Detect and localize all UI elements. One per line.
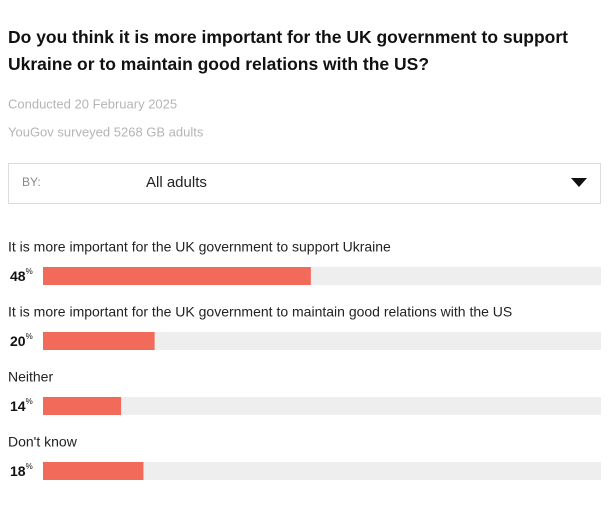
dropdown-box[interactable]: [8, 163, 601, 204]
category-label: Don't know: [8, 434, 78, 450]
value-number: 18: [10, 463, 26, 479]
value-label: 18%: [10, 462, 33, 479]
value-unit: %: [26, 332, 33, 341]
value-number: 48: [10, 268, 26, 284]
value-number: 14: [10, 398, 26, 414]
dropdown-arrow[interactable]: [571, 178, 587, 187]
value-unit: %: [26, 267, 33, 276]
value-label: 48%: [10, 267, 33, 284]
conducted: Conducted 20 February 2025: [8, 96, 177, 111]
value-unit: %: [26, 462, 33, 471]
dropdown-label: BY:: [22, 175, 41, 189]
bar-track: [43, 462, 601, 480]
value-label: 20%: [10, 332, 33, 349]
category-label: It is more important for the UK governme…: [8, 304, 512, 320]
category-label: Neither: [8, 369, 53, 385]
bar: [43, 397, 122, 415]
value-number: 20: [10, 333, 26, 349]
value-unit: %: [26, 397, 33, 406]
bar: [43, 267, 311, 285]
bar-track: [43, 397, 601, 415]
category-label: It is more important for the UK governme…: [8, 239, 391, 255]
dropdown-value[interactable]: All adults: [146, 174, 207, 191]
value-label: 14%: [10, 397, 33, 414]
bar: [43, 332, 155, 350]
title: Do you think it is more important for th…: [8, 27, 569, 74]
bar: [43, 462, 144, 480]
bar-track: [43, 332, 601, 350]
surveyed: YouGov surveyed 5268 GB adults: [8, 124, 204, 139]
dropdown[interactable]: BY: All adults: [8, 163, 601, 204]
